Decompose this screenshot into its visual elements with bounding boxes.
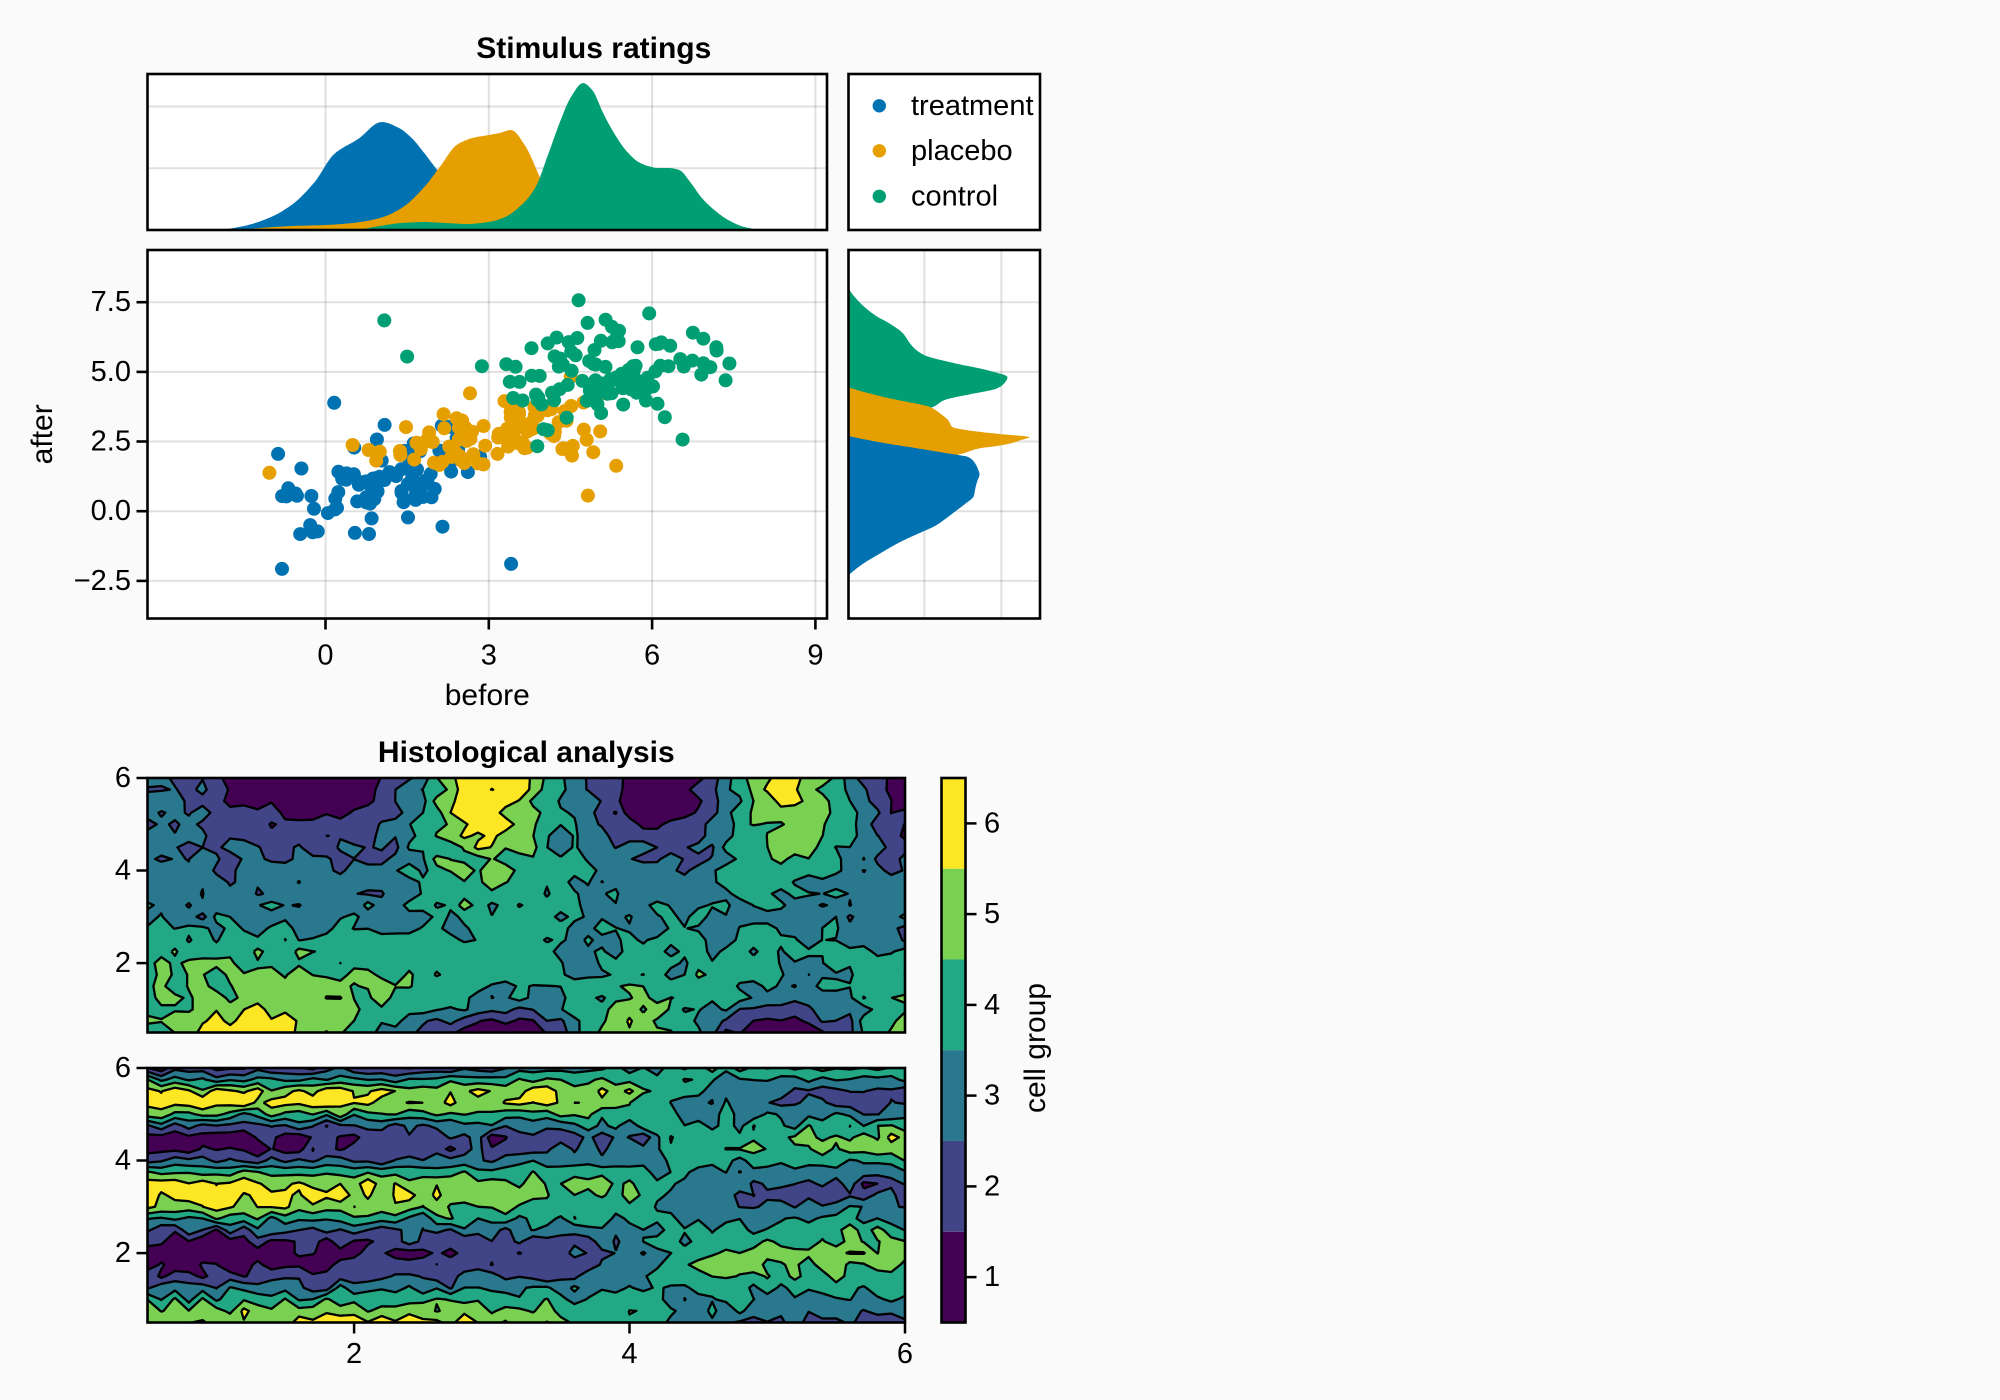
svg-text:3: 3 xyxy=(481,640,497,672)
svg-text:5: 5 xyxy=(984,898,1000,930)
svg-text:4: 4 xyxy=(115,1145,131,1177)
svg-text:4: 4 xyxy=(115,855,131,887)
svg-text:6: 6 xyxy=(115,1052,131,1084)
svg-text:control: control xyxy=(911,180,998,212)
svg-text:9: 9 xyxy=(807,640,823,672)
svg-text:6: 6 xyxy=(644,640,660,672)
svg-text:6: 6 xyxy=(897,1338,913,1370)
svg-text:treatment: treatment xyxy=(911,90,1034,122)
svg-text:−2.5: −2.5 xyxy=(74,565,131,597)
svg-text:2: 2 xyxy=(984,1170,1000,1202)
svg-text:1: 1 xyxy=(984,1261,1000,1293)
svg-text:2: 2 xyxy=(115,947,131,979)
svg-text:Stimulus ratings: Stimulus ratings xyxy=(476,32,711,65)
svg-text:7.5: 7.5 xyxy=(91,286,131,318)
svg-text:2: 2 xyxy=(115,1237,131,1269)
svg-text:cell group: cell group xyxy=(1019,983,1052,1113)
svg-text:before: before xyxy=(445,679,530,712)
svg-text:placebo: placebo xyxy=(911,135,1013,167)
svg-text:0: 0 xyxy=(317,640,333,672)
svg-text:4: 4 xyxy=(621,1338,637,1370)
svg-text:5.0: 5.0 xyxy=(91,356,131,388)
svg-text:3: 3 xyxy=(984,1080,1000,1112)
svg-text:Histological analysis: Histological analysis xyxy=(378,736,675,769)
svg-text:6: 6 xyxy=(984,807,1000,839)
svg-text:6: 6 xyxy=(115,762,131,794)
svg-text:0.0: 0.0 xyxy=(91,495,131,527)
svg-text:4: 4 xyxy=(984,989,1000,1021)
svg-text:after: after xyxy=(26,404,59,464)
svg-text:2.5: 2.5 xyxy=(91,426,131,458)
svg-text:2: 2 xyxy=(346,1338,362,1370)
